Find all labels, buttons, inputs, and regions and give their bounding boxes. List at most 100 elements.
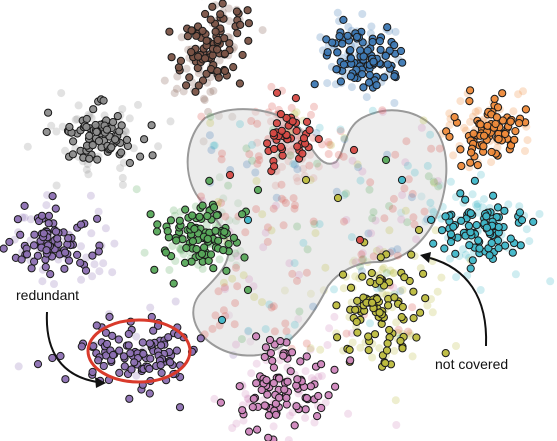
pink-point [216, 398, 225, 407]
region-selected-point [355, 235, 365, 245]
scattered-point [291, 201, 299, 210]
scattered-point [394, 325, 403, 334]
green-point [192, 245, 201, 254]
red-point [276, 110, 285, 119]
olive-point [366, 278, 375, 287]
red-faint-point [267, 82, 276, 91]
scattered-point [219, 278, 228, 287]
scattered-point [214, 287, 223, 296]
brown-faint-point [200, 96, 209, 105]
scattered-point [423, 161, 432, 170]
scattered-point [286, 151, 295, 160]
scattered-point [427, 144, 436, 153]
green-point [172, 236, 181, 245]
olive-point [409, 287, 418, 296]
olive-point [333, 333, 342, 342]
olive-faint-point [452, 342, 460, 350]
blue-faint-point [390, 99, 399, 107]
scattered-point [217, 198, 226, 207]
purple-point [102, 339, 112, 349]
pink-point [249, 394, 258, 403]
cyan-point [493, 203, 503, 212]
brown-faint-point [204, 107, 213, 116]
not-covered-label: not covered [435, 356, 508, 372]
scattered-point [431, 226, 440, 235]
olive-faint-point [408, 352, 417, 361]
pink-point [317, 360, 326, 369]
red-point [270, 144, 279, 154]
pink-point [317, 403, 326, 413]
purple-point [29, 241, 39, 250]
orange-faint-point [523, 136, 532, 145]
scattered-point [219, 306, 228, 315]
scattered-point [305, 161, 314, 170]
blue-point [336, 77, 345, 86]
pink-faint-point [317, 372, 326, 380]
cyan-faint-point [525, 237, 534, 246]
brown-point [194, 52, 203, 61]
region-selected-point [333, 193, 343, 203]
purple-point [119, 352, 129, 361]
purple-point [53, 234, 62, 243]
orange-point [480, 131, 489, 140]
scattered-point [354, 163, 363, 172]
gray-faint-point [23, 142, 32, 151]
gray-point [92, 127, 101, 136]
scattered-point [252, 177, 261, 185]
olive-point [412, 333, 421, 342]
purple-point [114, 335, 123, 344]
purple-faint-point [132, 332, 141, 341]
scattered-point [309, 302, 318, 311]
green-point [187, 257, 196, 266]
cyan-faint-point [473, 202, 482, 211]
brown-faint-point [173, 72, 182, 81]
brown-point [220, 49, 229, 58]
gray-faint-point [116, 164, 125, 173]
scattered-point [408, 189, 417, 198]
green-point [206, 250, 216, 259]
scattered-point [302, 339, 311, 348]
blue-point [339, 15, 348, 24]
scattered-point [242, 144, 251, 153]
gray-faint-point [84, 170, 93, 179]
brown-faint-point [224, 4, 233, 13]
brown-point [244, 36, 253, 45]
scattered-point [233, 252, 241, 260]
gray-point [91, 120, 100, 130]
pink-point [235, 382, 244, 391]
pink-point [262, 376, 271, 385]
olive-faint-point [378, 265, 387, 274]
cyan-point [474, 236, 483, 245]
scattered-point [282, 327, 291, 336]
cyan-faint-point [446, 177, 455, 186]
cyan-point [472, 221, 481, 230]
scattered-point [230, 320, 239, 329]
scattered-point [263, 223, 272, 232]
scattered-point [340, 133, 349, 142]
pink-point [264, 411, 273, 420]
scattered-point [232, 263, 240, 272]
gray-point [122, 135, 132, 144]
purple-faint-point [86, 191, 95, 200]
purple-faint-point [171, 297, 180, 306]
purple-point [30, 230, 39, 239]
red-point [272, 119, 281, 128]
orange-point [487, 147, 496, 157]
scattered-point [340, 217, 348, 226]
scattered-point [303, 245, 312, 254]
orange-point [479, 142, 488, 151]
cyan-point [437, 226, 447, 235]
blue-point [365, 71, 374, 80]
orange-faint-point [460, 123, 469, 132]
purple-point [157, 341, 166, 350]
purple-point [16, 230, 25, 239]
blue-point [390, 41, 399, 50]
cyan-point [457, 216, 466, 225]
brown-point [214, 73, 223, 82]
scattered-point [290, 160, 299, 169]
orange-point [521, 105, 531, 114]
olive-faint-point [405, 329, 414, 338]
pink-point [260, 352, 269, 362]
green-faint-point [198, 264, 207, 273]
